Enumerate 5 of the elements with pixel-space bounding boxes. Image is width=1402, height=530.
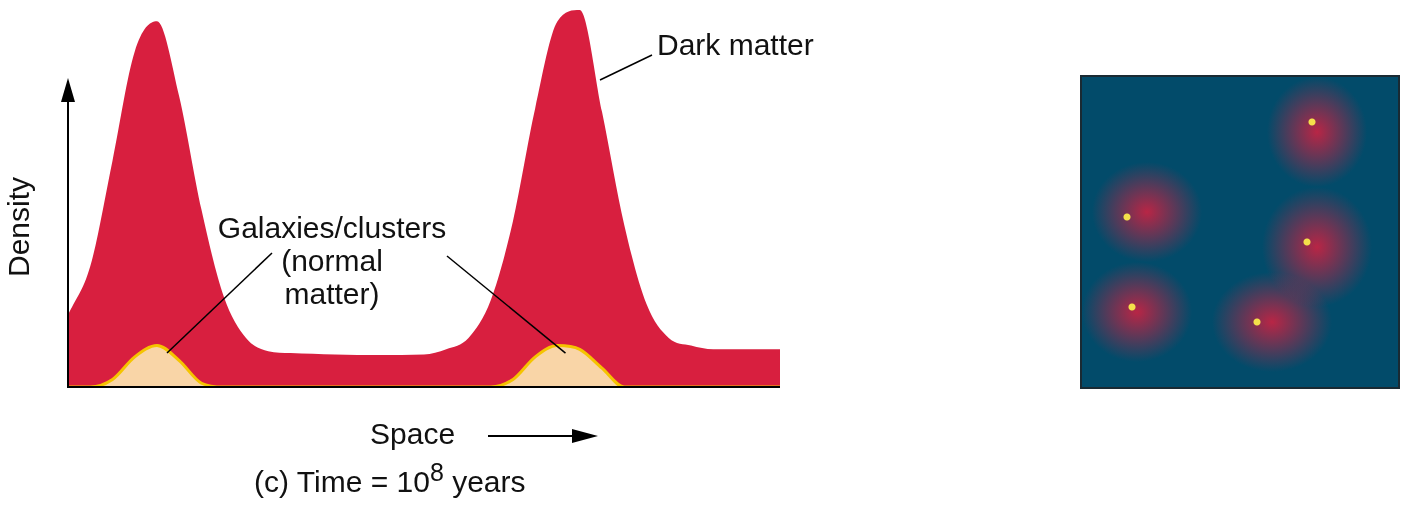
x-axis-title: Space [370,417,456,451]
text: Dark matter [657,28,814,61]
text: Galaxies/clusters (normal matter) [217,211,447,310]
text: (c) Time = 10$^{8}$ years [254,458,526,499]
y-axis-title: Density [2,176,36,280]
